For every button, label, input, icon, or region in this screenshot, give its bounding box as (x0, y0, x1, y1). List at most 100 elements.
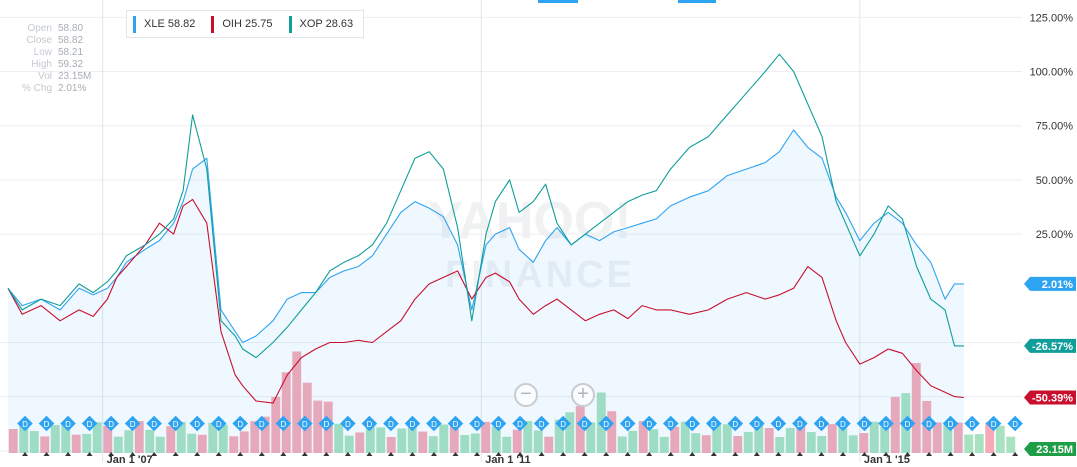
event-tick-icon (818, 452, 825, 456)
volume-bar (827, 424, 837, 453)
volume-bar (890, 396, 900, 453)
zoom-out-button[interactable]: − (514, 383, 538, 407)
volume-bar (911, 363, 921, 453)
volume-bar (50, 425, 60, 453)
event-tick-icon (215, 452, 222, 456)
legend-swatch (288, 15, 292, 33)
dividend-marker-label: D (280, 420, 286, 429)
event-tick-icon (560, 452, 567, 456)
event-tick-icon (775, 452, 782, 456)
event-tick-icon (861, 452, 868, 456)
dividend-marker-label: D (302, 420, 308, 429)
end-label-flag (1024, 442, 1076, 456)
volume-bar (943, 425, 953, 453)
volume-bar (250, 421, 260, 453)
event-tick-icon (538, 452, 545, 456)
dividend-marker-label: D (44, 420, 50, 429)
dividend-marker-icon[interactable] (146, 415, 162, 432)
x-tick-label: Jan 1 '15 (864, 454, 910, 466)
dividend-marker-label: D (323, 420, 329, 429)
dividend-marker-icon[interactable] (189, 415, 205, 432)
volume-bar (449, 422, 459, 453)
dividend-marker-icon[interactable] (232, 415, 249, 432)
volume-bar (869, 421, 879, 453)
volume-bar (61, 422, 71, 453)
event-tick-icon (151, 452, 158, 456)
dividend-marker-label: D (216, 420, 222, 429)
series-line-xop[interactable] (7, 53, 964, 359)
event-tick-icon (387, 452, 394, 456)
event-tick-icon (926, 452, 933, 456)
dividend-marker-label: D (862, 420, 868, 429)
event-tick-icon (344, 452, 351, 456)
volume-bar (71, 434, 81, 453)
dividend-marker-label: D (883, 420, 889, 429)
event-tick-icon (237, 452, 244, 456)
event-tick-icon (323, 452, 330, 456)
volume-bar (649, 429, 659, 453)
dividend-marker-label: D (969, 420, 975, 429)
volume-bar (428, 436, 438, 453)
volume-bar (8, 429, 18, 453)
dividend-marker-label: D (732, 420, 738, 429)
legend-item-oih[interactable]: OIH 25.75 (205, 11, 282, 37)
dividend-marker-label: D (173, 420, 179, 429)
volume-bar (554, 419, 564, 453)
dividend-marker-label: D (130, 420, 136, 429)
stat-low: Low 58.21 (33, 47, 84, 58)
dividend-marker-icon[interactable] (210, 415, 227, 432)
volume-bar (82, 433, 92, 453)
legend-swatch (211, 15, 215, 33)
event-tick-icon (969, 452, 976, 456)
x-tick-label: Jan 1 '11 (485, 454, 530, 466)
volume-bar (1006, 436, 1016, 453)
volume-bar (712, 423, 722, 453)
volume-bar (103, 425, 113, 453)
dividend-marker-label: D (22, 420, 28, 429)
volume-bar (722, 424, 732, 453)
volume-bar (533, 430, 543, 453)
event-tick-icon (517, 452, 524, 456)
volume-bar (92, 422, 102, 453)
event-tick-icon (603, 452, 610, 456)
event-tick-icon (1012, 452, 1019, 456)
event-tick-icon (990, 452, 997, 456)
volume-bar (239, 431, 249, 453)
volume-bar (19, 421, 29, 453)
volume-bar (691, 433, 701, 453)
dividend-marker-label: D (65, 420, 71, 429)
y-tick-label: 25.00% (1036, 229, 1074, 241)
event-tick-icon (108, 452, 115, 456)
legend-item-xop[interactable]: XOP 28.63 (283, 11, 364, 37)
volume-bar (859, 433, 869, 453)
volume-bar (418, 431, 428, 453)
volume-bar (134, 421, 144, 453)
event-tick-icon (366, 452, 373, 456)
event-tick-icon (65, 452, 72, 456)
event-tick-icon (624, 452, 631, 456)
volume-bar (638, 421, 648, 453)
series-line-xle[interactable] (7, 129, 964, 344)
dividend-marker-label: D (367, 420, 373, 429)
event-tick-icon (753, 452, 760, 456)
y-tick-label: 100.00% (1030, 67, 1074, 79)
volume-bar (355, 432, 365, 453)
legend-item-xle[interactable]: XLE 58.82 (127, 11, 205, 37)
end-label-text: 23.15M (1036, 444, 1073, 456)
event-tick-icon (22, 452, 28, 456)
dividend-marker-icon[interactable] (167, 415, 184, 432)
volume-bar (407, 421, 417, 453)
volume-bar (365, 421, 375, 453)
dividend-marker-label: D (689, 420, 695, 429)
dividend-marker-label: D (151, 420, 157, 429)
dividend-marker-label: D (905, 420, 911, 429)
dividend-marker-label: D (948, 420, 954, 429)
volume-bar (796, 421, 806, 453)
volume-bar (932, 422, 942, 453)
dividend-marker-label: D (1012, 420, 1018, 429)
zoom-in-button[interactable]: + (571, 383, 595, 407)
dividend-marker-label: D (87, 420, 93, 429)
volume-bar (386, 436, 396, 453)
series-line-oih[interactable] (7, 198, 964, 404)
